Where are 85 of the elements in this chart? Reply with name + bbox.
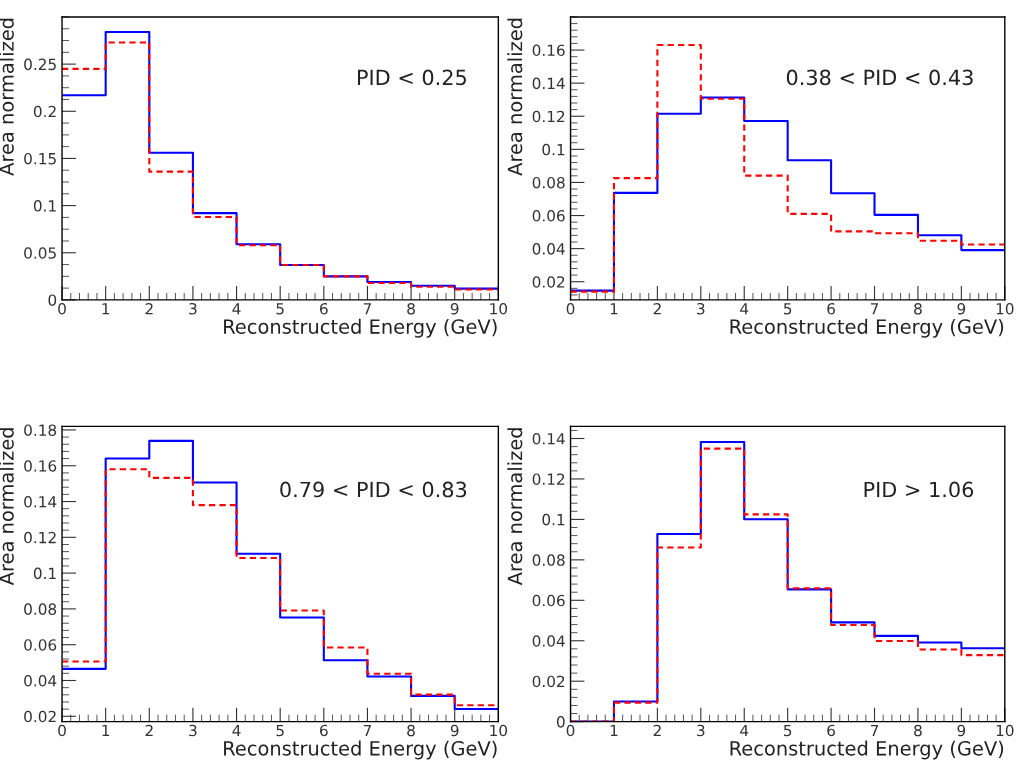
x-tick-label: 0 xyxy=(58,724,66,737)
x-tick-label: 9 xyxy=(957,302,966,315)
x-tick-label: 0 xyxy=(58,302,66,315)
annotation: 0.38 < PID < 0.43 xyxy=(786,69,973,86)
x-tick-label: 5 xyxy=(783,303,792,315)
x-tick-label: 6 xyxy=(827,302,835,315)
x-tick-label: 6 xyxy=(320,724,328,737)
y-tick-label: 0.12 xyxy=(532,110,565,123)
y-tick-label: 0.14 xyxy=(532,432,565,445)
x-tick-label: 7 xyxy=(363,724,371,737)
y-tick-label: 0.18 xyxy=(24,424,57,436)
y-tick-label: 0.04 xyxy=(24,674,57,687)
x-tick-label: 8 xyxy=(914,724,922,737)
x-tick-label: 4 xyxy=(232,724,241,737)
x-tick-label: 2 xyxy=(145,724,153,737)
x-tick-label: 3 xyxy=(697,724,705,737)
y-tick-label: 0.12 xyxy=(532,473,565,485)
x-tick-label: 5 xyxy=(783,724,792,737)
x-tick-label: 0 xyxy=(566,724,575,737)
x-tick-label: 8 xyxy=(407,724,415,737)
x-tick-label: 7 xyxy=(870,303,879,315)
y-tick-label: 0.08 xyxy=(532,176,565,189)
annotation: PID < 0.25 xyxy=(358,69,466,86)
x-tick-label: 2 xyxy=(653,302,661,315)
x-tick-label: 2 xyxy=(145,302,153,315)
x-axis-title: Reconstructed Energy (GeV) xyxy=(224,318,497,338)
x-tick-label: 9 xyxy=(450,724,459,737)
x-axis-title: Reconstructed Energy (GeV) xyxy=(224,740,497,760)
x-tick-label: 5 xyxy=(276,303,284,315)
x-axis-title: Reconstructed Energy (GeV) xyxy=(730,740,1004,760)
y-tick-label: 0.02 xyxy=(532,276,565,288)
x-tick-label: 4 xyxy=(740,303,749,315)
x-tick-label: 7 xyxy=(870,724,879,737)
y-tick-label: 0.04 xyxy=(532,635,565,647)
y-tick-label: 0.25 xyxy=(24,58,56,71)
y-tick-label: 0.04 xyxy=(532,243,565,255)
y-tick-label: 0.16 xyxy=(532,44,565,57)
x-tick-label: 10 xyxy=(490,724,508,737)
x-tick-label: 6 xyxy=(827,724,835,737)
annotation: 0.79 < PID < 0.83 xyxy=(280,481,467,498)
y-tick-label: 0.05 xyxy=(24,247,56,259)
x-axis-title: Reconstructed Energy (GeV) xyxy=(730,318,1004,338)
x-tick-label: 3 xyxy=(189,724,197,737)
x-tick-label: 5 xyxy=(276,724,284,737)
x-tick-label: 1 xyxy=(102,303,110,315)
y-tick-label: 0.06 xyxy=(24,639,57,651)
x-tick-label: 3 xyxy=(697,302,705,315)
y-tick-label: 0.16 xyxy=(24,460,57,472)
y-tick-label: 0.1 xyxy=(542,513,565,526)
x-tick-label: 1 xyxy=(102,724,110,737)
x-tick-label: 9 xyxy=(450,302,459,315)
x-tick-label: 8 xyxy=(914,302,922,315)
x-tick-label: 4 xyxy=(740,724,749,737)
x-tick-label: 0 xyxy=(566,302,575,315)
x-tick-label: 10 xyxy=(490,302,508,315)
x-tick-label: 4 xyxy=(232,303,241,315)
x-tick-label: 6 xyxy=(320,302,328,315)
y-tick-label: 0.08 xyxy=(24,603,57,615)
x-tick-label: 1 xyxy=(610,303,618,315)
x-tick-label: 10 xyxy=(996,724,1014,737)
y-tick-label: 0 xyxy=(556,716,565,728)
y-tick-label: 0.2 xyxy=(33,105,56,118)
y-tick-label: 0.15 xyxy=(24,152,56,165)
y-axis-title: Area normalized xyxy=(507,18,523,176)
x-tick-label: 10 xyxy=(996,302,1014,315)
x-tick-label: 3 xyxy=(189,302,197,315)
y-tick-label: 0.1 xyxy=(542,143,565,156)
x-tick-label: 1 xyxy=(610,724,618,737)
y-tick-label: 0.06 xyxy=(532,594,565,607)
y-tick-label: 0.08 xyxy=(532,554,565,566)
x-tick-label: 8 xyxy=(407,302,415,315)
x-tick-label: 7 xyxy=(363,303,371,315)
y-tick-label: 0.12 xyxy=(24,531,56,544)
y-tick-label: 0.1 xyxy=(33,200,56,212)
y-tick-label: 0.06 xyxy=(532,209,565,222)
y-tick-label: 0.02 xyxy=(532,675,565,688)
y-tick-label: 0.1 xyxy=(33,567,56,580)
y-tick-label: 0.14 xyxy=(532,77,565,90)
y-tick-label: 0 xyxy=(48,294,57,306)
x-tick-label: 9 xyxy=(957,724,966,737)
y-tick-label: 0.14 xyxy=(24,495,57,508)
x-tick-label: 2 xyxy=(653,724,661,737)
y-tick-label: 0.02 xyxy=(24,710,56,723)
y-axis-title: Area normalized xyxy=(507,428,523,586)
annotation: PID > 1.06 xyxy=(864,481,974,498)
